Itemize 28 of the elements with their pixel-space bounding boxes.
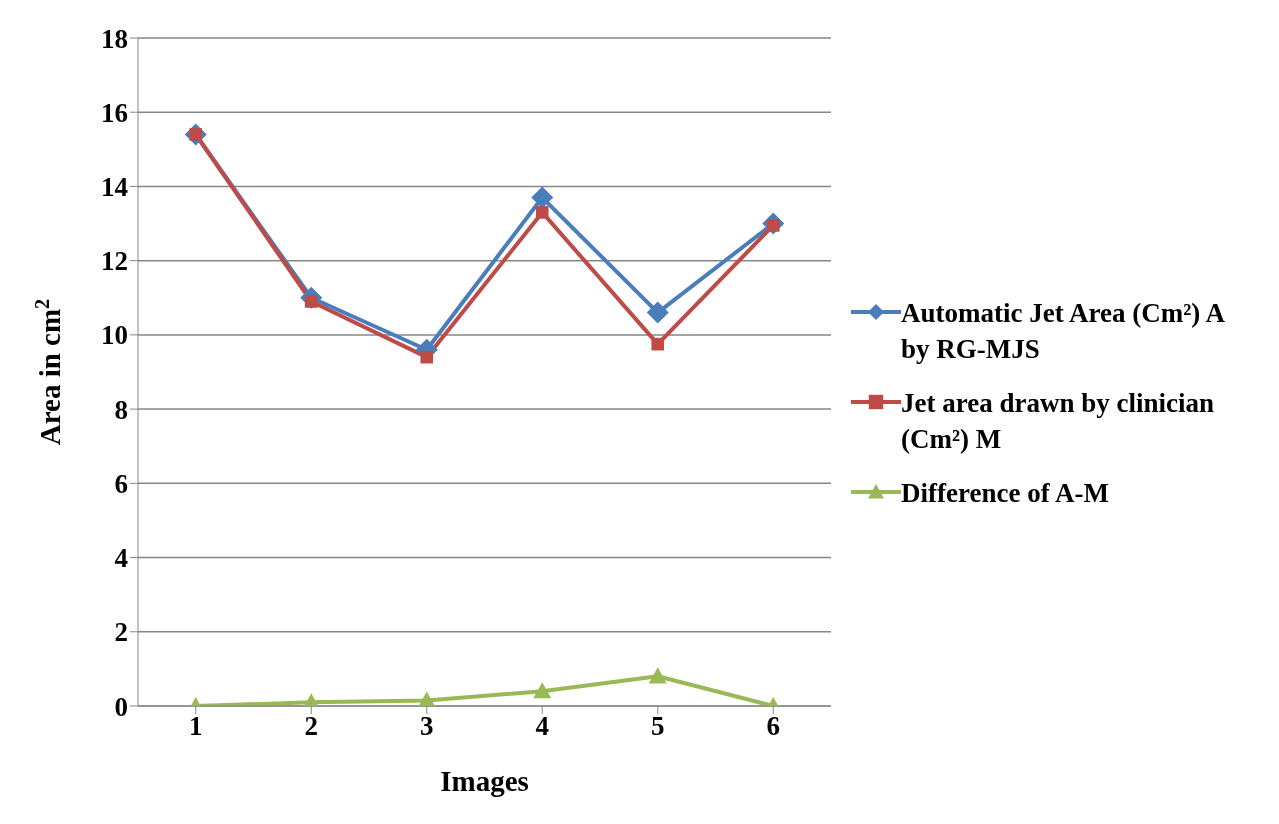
y-tick-label: 2 [114,617,128,648]
point [533,682,552,699]
point [417,691,436,706]
legend-label: Difference of A-M [901,477,1109,510]
x-tick-label: 3 [420,711,434,742]
x-tick-label: 2 [304,711,318,742]
x-tick-label: 5 [651,711,665,742]
y-tick-label: 0 [114,691,128,722]
point [531,186,554,209]
y-tick-label: 4 [114,543,128,574]
point [535,206,549,219]
y-tick-label: 8 [114,394,128,425]
y-tick-label: 6 [114,468,128,499]
y-tick-label: 14 [101,172,128,203]
y-tick-label: 18 [101,23,128,54]
x-tick-label: 1 [189,711,203,742]
point [420,350,434,364]
point [648,667,667,684]
point [646,301,669,324]
legend-label: Jet area drawn by clinician (Cm²) M [901,387,1215,456]
y-tick-label: 10 [101,320,128,351]
x-tick-label: 4 [535,711,549,742]
legend-label: Automatic Jet Area (Cm²) A by RG-MJS [901,297,1226,366]
x-tick-label: 6 [766,711,780,742]
y-tick-label: 12 [101,246,128,277]
x-axis-title: Images [440,765,529,797]
point [651,337,665,351]
y-tick-label: 16 [101,97,128,128]
